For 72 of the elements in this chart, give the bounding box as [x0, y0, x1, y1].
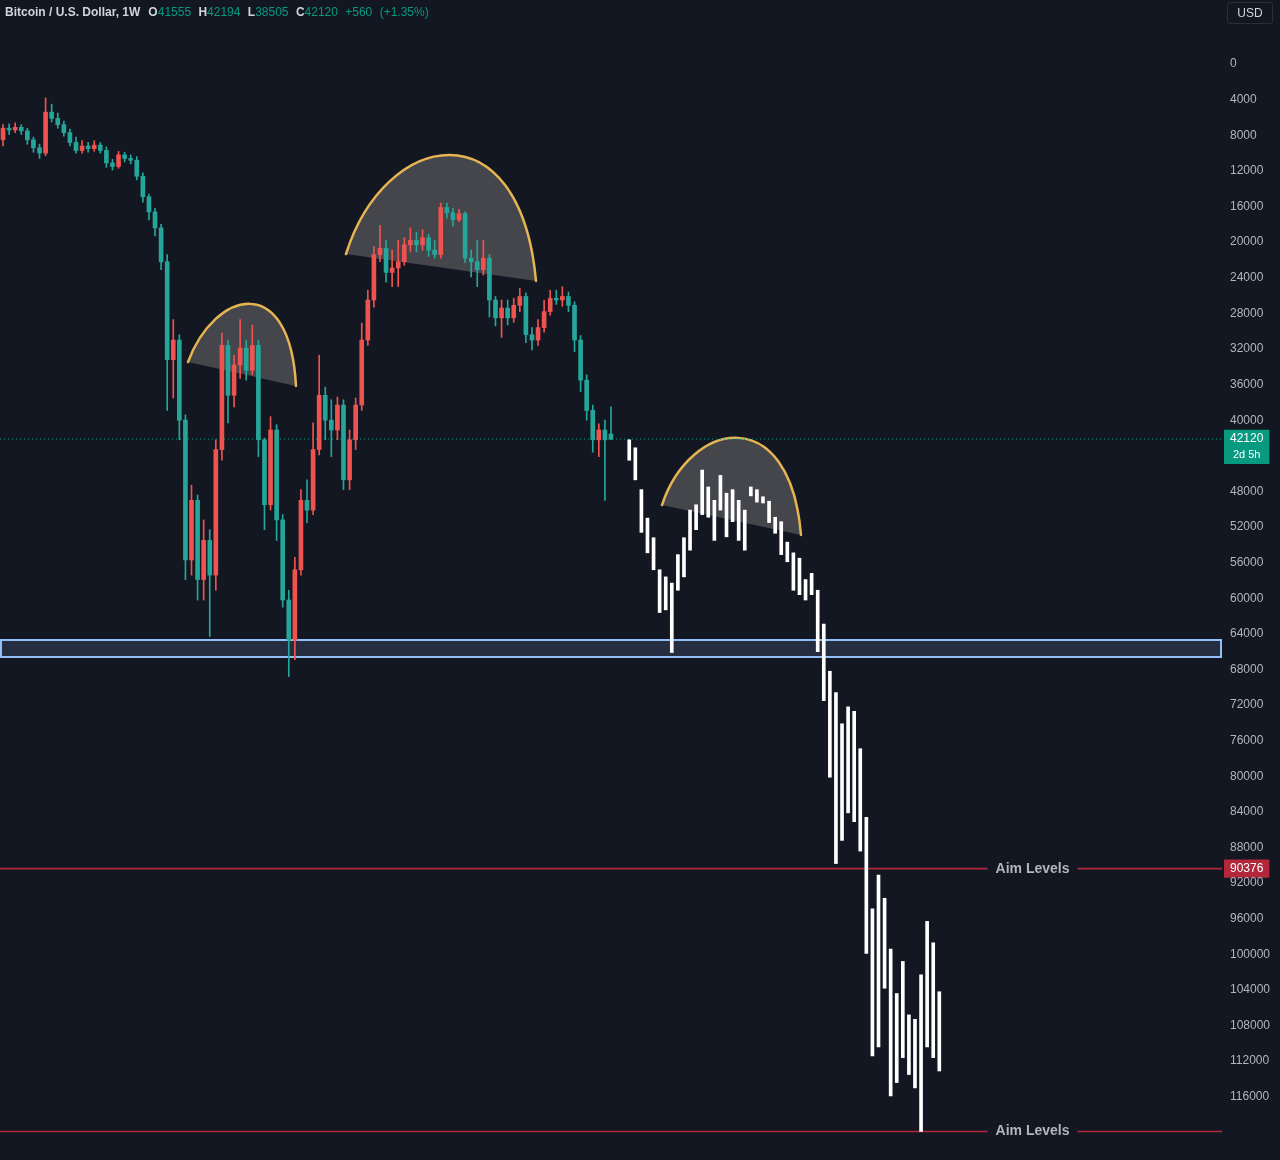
y-tick-label: 12000	[1230, 163, 1264, 178]
bar	[663, 576, 668, 611]
bar	[682, 537, 686, 578]
y-tick-label: 88000	[1230, 839, 1264, 854]
bar	[937, 991, 942, 1072]
y-tick-label: 32000	[1230, 341, 1264, 356]
y-tick-label: 16000	[1230, 198, 1264, 213]
y-tick-label: 36000	[1230, 376, 1264, 391]
bar	[900, 961, 905, 1058]
y-tick-label: 80000	[1230, 768, 1264, 783]
y-tick-label: 100000	[1230, 946, 1271, 961]
bar	[749, 486, 753, 497]
bar	[828, 670, 832, 778]
bar	[919, 974, 923, 1132]
bar	[840, 723, 844, 841]
bar	[785, 541, 790, 563]
bar	[700, 469, 705, 515]
y-tick-label: 28000	[1230, 305, 1264, 320]
bar	[846, 706, 850, 814]
y-axis-title: USD	[1227, 2, 1273, 24]
bar	[925, 921, 929, 1048]
bar	[669, 582, 674, 653]
ref-line-label: Aim Levels	[995, 859, 1070, 876]
bar	[779, 521, 784, 555]
y-tick-label: 104000	[1230, 982, 1271, 997]
bar	[894, 993, 899, 1083]
bar	[706, 486, 711, 518]
y-tick-label: 96000	[1230, 911, 1264, 926]
bar	[736, 499, 741, 541]
bar	[767, 500, 771, 523]
bar	[834, 692, 838, 864]
bar	[858, 748, 863, 852]
y-tick-label: 52000	[1230, 519, 1264, 534]
y-tick-label: 92000	[1230, 875, 1264, 890]
text: O41555 H42194 L38505 C42120 +560 (+1.35%)	[148, 5, 429, 19]
bar	[627, 439, 632, 461]
bar	[821, 623, 826, 701]
bar	[773, 516, 777, 534]
bar	[761, 496, 765, 504]
y-tick-label: 0	[1230, 56, 1237, 71]
y-tick-label: 48000	[1230, 483, 1264, 498]
y-tick-label: 24000	[1230, 270, 1264, 285]
bar	[694, 504, 698, 531]
y-tick-label: 8000	[1230, 127, 1258, 142]
bar	[815, 589, 820, 652]
y-tick-label: 56000	[1230, 554, 1264, 569]
bar	[907, 1014, 911, 1075]
y-tick-label: 42120	[1230, 431, 1264, 446]
bar	[688, 509, 692, 551]
bar	[742, 509, 747, 551]
y-tick-label: 116000	[1230, 1089, 1270, 1104]
y-tick-label: 40000	[1230, 412, 1264, 427]
chart-title: Bitcoin / U.S. Dollar, 1W	[5, 4, 141, 20]
bar	[931, 942, 936, 1058]
y-tick-label: 90376	[1230, 860, 1264, 875]
bar	[633, 447, 638, 481]
ref-line-label: Aim Levels	[995, 1122, 1070, 1139]
y-tick-label: 20000	[1230, 234, 1264, 249]
y-tick-label: 72000	[1230, 697, 1264, 712]
bar	[676, 554, 680, 591]
text: 2d 5h	[1232, 448, 1261, 461]
bar	[852, 710, 857, 823]
y-tick-label: 108000	[1230, 1017, 1271, 1032]
y-tick-label: 64000	[1230, 626, 1264, 641]
y-tick-label: 112000	[1230, 1053, 1270, 1068]
y-tick-label: 68000	[1230, 661, 1264, 676]
y-tick-label: 60000	[1230, 590, 1264, 605]
bar	[755, 489, 759, 503]
y-tick-label: 76000	[1230, 733, 1264, 747]
y-tick-label: 4000	[1230, 92, 1258, 107]
y-tick-label: 84000	[1230, 804, 1264, 819]
bar	[913, 1019, 917, 1089]
